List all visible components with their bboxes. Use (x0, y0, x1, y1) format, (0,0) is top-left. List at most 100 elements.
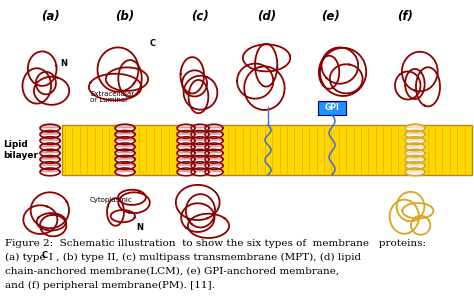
Polygon shape (405, 162, 425, 165)
Polygon shape (205, 124, 223, 132)
Polygon shape (405, 156, 425, 163)
Polygon shape (115, 168, 135, 172)
Polygon shape (191, 137, 209, 145)
Polygon shape (205, 149, 223, 157)
Polygon shape (405, 124, 425, 132)
Polygon shape (115, 137, 135, 145)
Polygon shape (40, 162, 60, 165)
Polygon shape (40, 149, 60, 157)
Text: (c): (c) (191, 10, 209, 23)
Polygon shape (205, 149, 223, 153)
Polygon shape (40, 143, 60, 147)
Polygon shape (115, 143, 135, 151)
Polygon shape (177, 162, 195, 165)
Polygon shape (205, 168, 223, 172)
Polygon shape (177, 168, 195, 172)
Text: Lipid
bilayer: Lipid bilayer (3, 140, 38, 160)
Bar (62, 125, 472, 175)
Polygon shape (115, 162, 135, 165)
Polygon shape (191, 162, 209, 169)
Polygon shape (40, 130, 60, 138)
Polygon shape (177, 137, 195, 145)
Polygon shape (405, 124, 425, 128)
Text: GPI: GPI (325, 103, 339, 112)
Polygon shape (205, 137, 223, 141)
Polygon shape (115, 124, 135, 128)
Text: (e): (e) (320, 10, 339, 23)
Polygon shape (177, 156, 195, 159)
Polygon shape (205, 156, 223, 163)
Polygon shape (115, 162, 135, 169)
Polygon shape (40, 137, 60, 145)
Polygon shape (205, 130, 223, 134)
Polygon shape (177, 130, 195, 134)
Polygon shape (191, 149, 209, 153)
Text: C: C (42, 251, 48, 259)
Polygon shape (405, 162, 425, 169)
Polygon shape (191, 168, 209, 172)
Polygon shape (191, 168, 209, 176)
Polygon shape (40, 156, 60, 163)
Polygon shape (205, 124, 223, 128)
Polygon shape (405, 149, 425, 153)
Polygon shape (191, 143, 209, 151)
Polygon shape (205, 143, 223, 147)
Text: (f): (f) (397, 10, 413, 23)
Polygon shape (40, 162, 60, 169)
Polygon shape (405, 137, 425, 141)
Polygon shape (177, 143, 195, 151)
Polygon shape (405, 130, 425, 138)
Polygon shape (405, 156, 425, 159)
Text: (a): (a) (41, 10, 59, 23)
Polygon shape (191, 143, 209, 147)
Polygon shape (177, 124, 195, 128)
Polygon shape (191, 156, 209, 159)
Polygon shape (40, 137, 60, 141)
Text: Cytoplasmic: Cytoplasmic (90, 197, 133, 203)
Polygon shape (115, 124, 135, 132)
Text: (b): (b) (116, 10, 135, 23)
Polygon shape (40, 130, 60, 134)
Polygon shape (405, 137, 425, 145)
Polygon shape (205, 130, 223, 138)
Polygon shape (405, 168, 425, 172)
Polygon shape (191, 137, 209, 141)
Polygon shape (191, 162, 209, 165)
Text: N: N (137, 223, 144, 231)
Polygon shape (115, 149, 135, 153)
Polygon shape (191, 130, 209, 134)
Text: chain-anchored membrane(LCM), (e) GPI-anchored membrane,: chain-anchored membrane(LCM), (e) GPI-an… (5, 267, 339, 276)
Polygon shape (191, 124, 209, 132)
Polygon shape (177, 156, 195, 163)
Polygon shape (191, 156, 209, 163)
Text: (a) type I , (b) type II, (c) multipass transmembrane (MPT), (d) lipid: (a) type I , (b) type II, (c) multipass … (5, 253, 361, 262)
Polygon shape (40, 149, 60, 153)
Text: Figure 2:  Schematic illustration  to show the six types of  membrane   proteins: Figure 2: Schematic illustration to show… (5, 239, 426, 248)
Polygon shape (177, 130, 195, 138)
Polygon shape (405, 143, 425, 151)
Polygon shape (191, 149, 209, 157)
Polygon shape (115, 156, 135, 163)
Polygon shape (177, 143, 195, 147)
Polygon shape (40, 156, 60, 159)
Text: N: N (61, 59, 67, 68)
Polygon shape (191, 130, 209, 138)
Polygon shape (205, 162, 223, 169)
Polygon shape (177, 162, 195, 169)
Polygon shape (405, 143, 425, 147)
Polygon shape (177, 124, 195, 132)
Polygon shape (405, 149, 425, 157)
Polygon shape (115, 156, 135, 159)
Polygon shape (115, 168, 135, 176)
Polygon shape (177, 149, 195, 153)
Polygon shape (205, 162, 223, 165)
Polygon shape (40, 168, 60, 172)
Polygon shape (405, 168, 425, 176)
Polygon shape (405, 130, 425, 134)
Polygon shape (205, 156, 223, 159)
Polygon shape (115, 137, 135, 141)
Polygon shape (40, 124, 60, 128)
Polygon shape (115, 130, 135, 138)
Polygon shape (205, 168, 223, 176)
Polygon shape (115, 143, 135, 147)
